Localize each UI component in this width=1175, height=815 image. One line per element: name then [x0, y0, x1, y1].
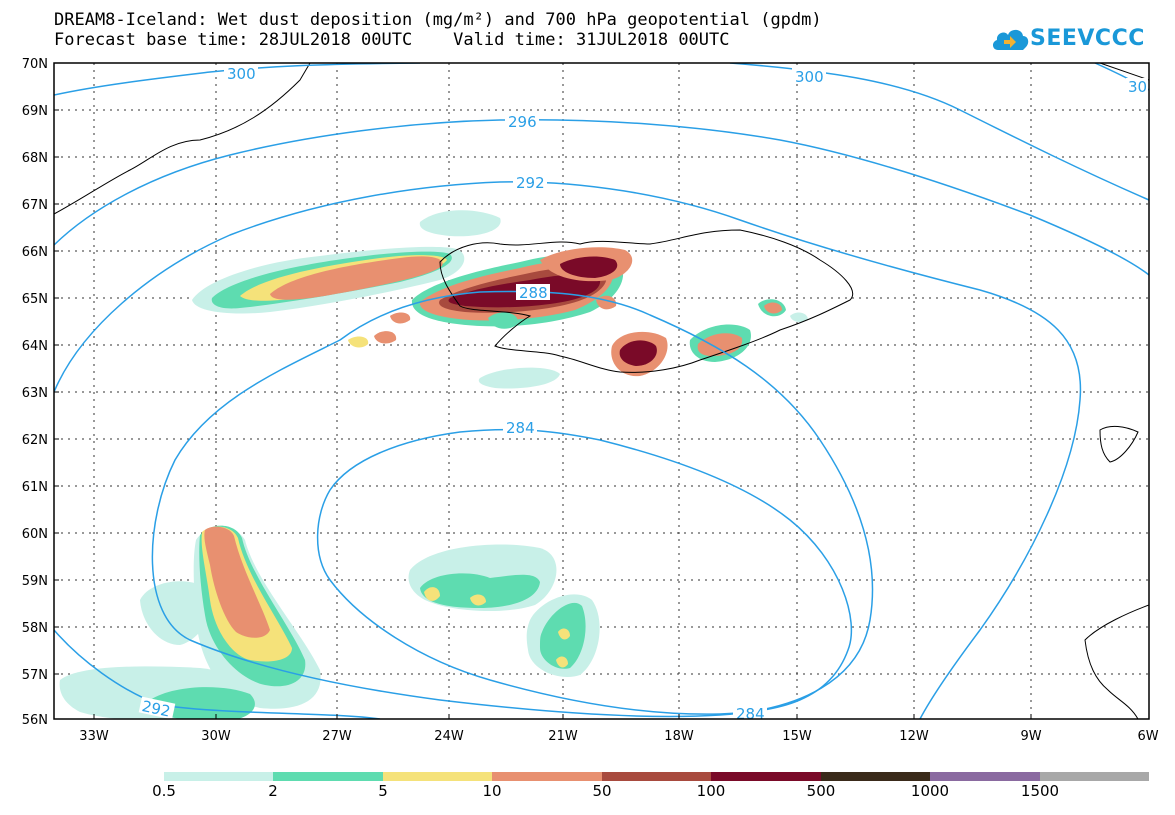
greenland-coast-east — [1099, 63, 1149, 81]
lat-label: 68N — [22, 151, 48, 166]
dust-area — [420, 573, 540, 608]
lon-label: 9W — [1020, 729, 1041, 744]
map-frame — [53, 62, 1150, 720]
lat-label: 67N — [22, 198, 48, 213]
lon-label: 33W — [79, 729, 109, 744]
color-legend-bar — [164, 772, 1149, 781]
contour-label: 284 — [506, 419, 535, 437]
legend-label: 1500 — [1020, 782, 1060, 800]
title-line-1: DREAM8-Iceland: Wet dust deposition (mg/… — [54, 10, 822, 30]
contour-296 — [54, 118, 1149, 276]
legend-label: 500 — [806, 782, 836, 800]
dust-area — [488, 312, 519, 329]
greenland-coast — [54, 63, 311, 215]
dust-area — [270, 256, 443, 300]
dust-area — [790, 312, 808, 323]
tick-marks — [54, 62, 1032, 719]
lat-label: 61N — [22, 480, 48, 495]
lon-label: 6W — [1137, 729, 1158, 744]
dust-area — [424, 587, 440, 601]
lon-label: 15W — [782, 729, 812, 744]
legend-swatch — [273, 772, 383, 781]
contour-288 — [151, 290, 874, 718]
contour-284 — [316, 428, 853, 715]
contour-label: 300 — [795, 68, 824, 86]
lat-label: 66N — [22, 245, 48, 260]
legend-swatch — [164, 772, 273, 781]
faroe-coast — [1099, 425, 1139, 463]
latitude-labels: 70N 69N 68N 67N 66N 65N 64N 63N 62N 61N … — [22, 57, 48, 728]
dust-area — [348, 336, 369, 348]
dust-area — [619, 340, 657, 366]
legend-swatch — [383, 772, 492, 781]
legend-label: 10 — [482, 782, 502, 800]
iceland-coast — [439, 229, 854, 373]
legend-swatch — [711, 772, 821, 781]
legend-label: 50 — [592, 782, 612, 800]
lat-label: 57N — [22, 668, 48, 683]
dust-area — [697, 333, 743, 356]
legend-label: 100 — [696, 782, 726, 800]
longitude-labels: 33W 30W 27W 24W 21W 18W 15W 12W 9W 6W — [79, 729, 1158, 744]
contour-label: 300 — [227, 65, 256, 83]
lon-label: 21W — [548, 729, 578, 744]
seevccc-logo: SEEVCCC — [990, 22, 1144, 56]
geopotential-contours — [54, 63, 1149, 719]
dust-area — [470, 594, 486, 606]
contour-300 — [54, 63, 421, 96]
contour-label: 292 — [140, 697, 172, 721]
legend-swatch — [930, 772, 1040, 781]
lat-label: 58N — [22, 621, 48, 636]
lat-label: 56N — [22, 713, 48, 728]
lat-label: 63N — [22, 386, 48, 401]
legend-label: 5 — [378, 782, 388, 800]
scotland-coast — [1084, 604, 1149, 719]
lat-label: 64N — [22, 339, 48, 354]
legend-label: 0.5 — [152, 782, 176, 800]
lat-label: 62N — [22, 433, 48, 448]
lat-label: 65N — [22, 292, 48, 307]
dust-area — [560, 256, 618, 278]
lat-label: 70N — [22, 57, 48, 72]
contour-292 — [54, 181, 1082, 719]
dust-area — [478, 367, 560, 389]
legend-swatch — [1040, 772, 1149, 781]
legend-swatch — [492, 772, 602, 781]
contour-label: 296 — [508, 113, 537, 131]
lat-label: 60N — [22, 527, 48, 542]
dust-area — [419, 210, 501, 237]
dust-area — [764, 302, 782, 314]
lat-label: 59N — [22, 574, 48, 589]
lon-label: 18W — [664, 729, 694, 744]
dust-area — [390, 312, 411, 324]
map-title: DREAM8-Iceland: Wet dust deposition (mg/… — [54, 10, 822, 50]
contour-label: 292 — [516, 174, 545, 192]
dust-area — [556, 656, 568, 668]
legend-label: 2 — [268, 782, 278, 800]
lat-label: 69N — [22, 104, 48, 119]
cloud-icon — [992, 29, 1029, 50]
legend-labels: 0.5 2 5 10 50 100 500 1000 1500 — [0, 782, 1175, 802]
legend-label: 1000 — [910, 782, 950, 800]
legend-swatch — [821, 772, 930, 781]
lon-label: 27W — [322, 729, 352, 744]
contour-label: 30 — [1128, 78, 1147, 96]
title-line-2: Forecast base time: 28JUL2018 00UTC Vali… — [54, 30, 730, 50]
dust-area — [374, 331, 397, 344]
coastlines — [54, 63, 1149, 719]
dust-area — [204, 526, 270, 638]
dust-area — [558, 628, 570, 640]
lon-label: 12W — [899, 729, 929, 744]
logo-text: SEEVCCC — [1030, 26, 1145, 51]
contour-label: 288 — [519, 284, 548, 302]
lon-label: 30W — [201, 729, 231, 744]
legend-swatch — [602, 772, 711, 781]
lon-label: 24W — [434, 729, 464, 744]
contour-label: 284 — [736, 705, 765, 723]
